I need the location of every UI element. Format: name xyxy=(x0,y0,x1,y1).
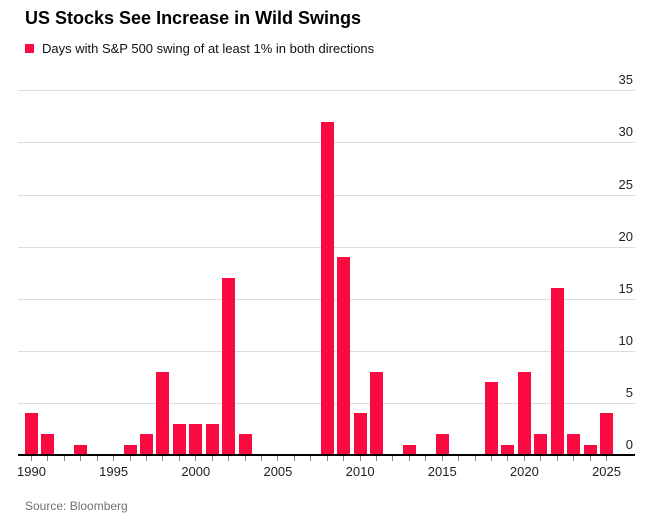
bar-2020 xyxy=(517,371,531,455)
x-tick-2010 xyxy=(359,456,361,461)
x-tick-2011 xyxy=(376,456,378,461)
x-tick-1999 xyxy=(178,456,180,461)
x-tick-2009 xyxy=(343,456,345,461)
x-tick-2025 xyxy=(606,456,608,461)
y-axis-label-20: 20 xyxy=(618,228,633,244)
bar-2002 xyxy=(222,277,236,455)
x-tick-1993 xyxy=(80,456,82,461)
bar-2023 xyxy=(567,434,581,455)
bar-1998 xyxy=(156,371,170,455)
y-axis-label-5: 5 xyxy=(625,384,633,400)
x-tick-1997 xyxy=(146,456,147,461)
bar-2009 xyxy=(337,257,351,455)
bar-2015 xyxy=(435,434,449,455)
x-axis-label-2020: 2020 xyxy=(509,464,539,479)
x-tick-1992 xyxy=(63,456,65,461)
bar-1996 xyxy=(123,444,137,455)
x-tick-2007 xyxy=(310,456,312,461)
y-axis-label-30: 30 xyxy=(618,124,633,140)
x-tick-2017 xyxy=(474,456,476,461)
x-tick-2013 xyxy=(408,456,410,461)
x-tick-2023 xyxy=(573,456,575,461)
x-axis-label-1995: 1995 xyxy=(99,464,129,479)
x-axis-label-2015: 2015 xyxy=(427,464,457,479)
bar-2019 xyxy=(501,444,515,455)
bar-2025 xyxy=(600,413,614,455)
bar-2022 xyxy=(550,288,564,455)
x-tick-2020 xyxy=(523,456,525,461)
bar-2003 xyxy=(238,434,252,455)
bar-1991 xyxy=(41,434,55,455)
x-tick-2019 xyxy=(507,456,509,461)
y-axis-label-35: 35 xyxy=(618,72,633,88)
x-axis-label-2010: 2010 xyxy=(345,464,375,479)
x-tick-2012 xyxy=(392,456,394,461)
bar-2000 xyxy=(189,423,203,455)
bar-1999 xyxy=(172,423,186,455)
bar-2024 xyxy=(583,444,597,455)
bar-2001 xyxy=(205,423,219,455)
x-tick-2015 xyxy=(441,456,443,461)
x-tick-1996 xyxy=(129,456,131,461)
chart-title: US Stocks See Increase in Wild Swings xyxy=(25,8,361,28)
x-tick-2004 xyxy=(261,456,263,461)
x-tick-1991 xyxy=(47,456,49,461)
y-axis-label-10: 10 xyxy=(618,332,633,348)
x-tick-2003 xyxy=(244,456,246,461)
x-tick-2014 xyxy=(425,456,427,461)
x-tick-2005 xyxy=(277,456,279,461)
bar-2021 xyxy=(534,434,548,455)
x-tick-2001 xyxy=(211,456,213,461)
legend-swatch-icon xyxy=(25,44,34,53)
y-axis-label-25: 25 xyxy=(618,176,633,192)
y-axis-label-15: 15 xyxy=(618,280,633,296)
y-axis-label-0: 0 xyxy=(625,437,633,452)
x-tick-2006 xyxy=(293,456,295,461)
x-tick-2018 xyxy=(491,456,493,461)
x-tick-2022 xyxy=(556,456,558,461)
x-tick-2024 xyxy=(589,456,591,461)
bar-1990 xyxy=(25,413,38,455)
bar-2010 xyxy=(353,413,367,455)
bar-2018 xyxy=(485,382,499,455)
x-tick-1990 xyxy=(31,456,32,461)
x-tick-2002 xyxy=(228,456,230,461)
x-tick-2021 xyxy=(540,456,542,461)
bar-1997 xyxy=(140,434,153,455)
x-axis-label-2000: 2000 xyxy=(181,464,211,479)
bar-1993 xyxy=(74,444,88,455)
x-tick-1995 xyxy=(113,456,115,461)
bar-2008 xyxy=(320,121,334,455)
bar-2013 xyxy=(402,444,416,455)
x-tick-1998 xyxy=(162,456,164,461)
x-tick-2008 xyxy=(326,456,328,461)
x-tick-2016 xyxy=(458,456,460,461)
x-axis-label-2025: 2025 xyxy=(592,464,621,479)
bar-2011 xyxy=(370,371,384,455)
legend: Days with S&P 500 swing of at least 1% i… xyxy=(25,41,374,56)
x-axis-label-2005: 2005 xyxy=(263,464,293,479)
x-tick-1994 xyxy=(96,456,98,461)
gridline-35 xyxy=(18,90,635,92)
x-tick-2000 xyxy=(195,456,197,461)
source-note: Source: Bloomberg xyxy=(25,499,128,513)
x-axis-label-1990: 1990 xyxy=(17,464,46,479)
x-axis-line xyxy=(18,454,635,456)
legend-label: Days with S&P 500 swing of at least 1% i… xyxy=(42,41,375,56)
